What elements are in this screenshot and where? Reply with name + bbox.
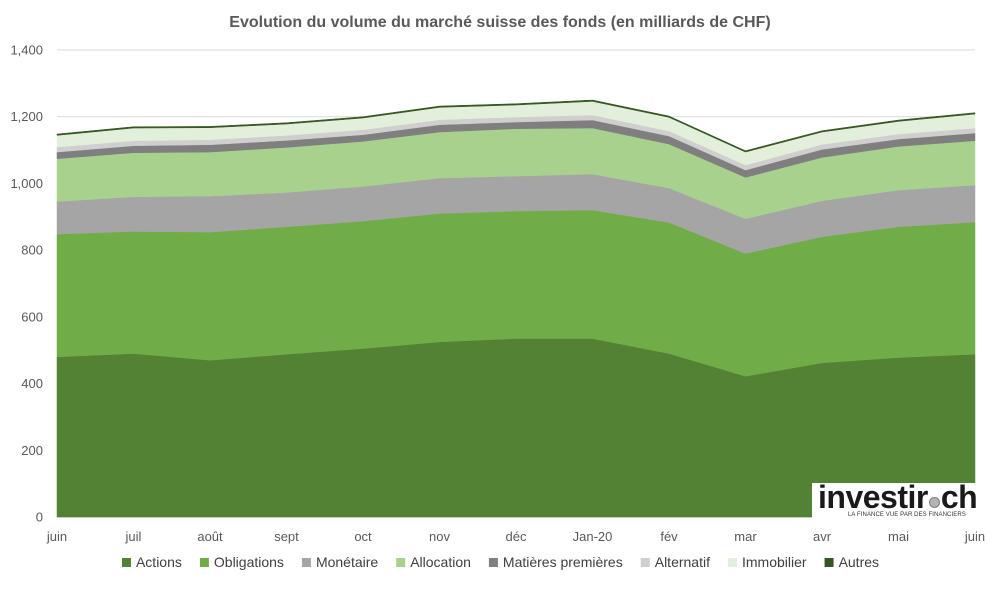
legend-item-4: Matières premières — [488, 554, 623, 570]
x-tick-label: juil — [125, 529, 142, 544]
logo-tagline: LA FINANCE VUE PAR DES FINANCIERS — [848, 512, 966, 518]
logo-text-before: investir — [818, 479, 928, 515]
legend-item-7: Autres — [824, 554, 879, 570]
legend-item-2: Monétaire — [301, 554, 378, 570]
legend-item-0: Actions — [121, 554, 182, 570]
y-tick-label: 600 — [21, 309, 43, 324]
x-tick-label: mar — [734, 529, 757, 544]
legend-label: Alternatif — [655, 554, 710, 570]
logo-sun-icon — [928, 497, 940, 508]
x-tick-label: août — [197, 529, 223, 544]
legend-label: Obligations — [214, 554, 284, 570]
legend-swatch — [121, 558, 131, 567]
area-series-7 — [56, 99, 976, 153]
y-tick-label: 200 — [21, 443, 43, 458]
x-tick-label: nov — [429, 529, 450, 544]
x-tick-label: mai — [888, 529, 909, 544]
legend-item-3: Allocation — [396, 554, 471, 570]
y-tick-label: 1,000 — [10, 176, 43, 191]
legend-swatch — [396, 558, 406, 567]
legend: Actions Obligations Monétaire Allocation Mat… — [121, 554, 879, 570]
y-tick-label: 1,200 — [10, 109, 43, 124]
legend-swatch — [824, 558, 834, 567]
y-tick-label: 1,400 — [10, 43, 43, 58]
y-axis-ticks: 0 200 400 600 800 1,000 1,200 1,400 — [10, 43, 43, 525]
y-tick-label: 400 — [21, 376, 43, 391]
legend-swatch — [640, 558, 650, 567]
legend-item-5: Alternatif — [640, 554, 710, 570]
legend-label: Actions — [136, 554, 182, 570]
stacked-areas — [56, 99, 976, 518]
x-tick-label: Jan-20 — [573, 529, 613, 544]
x-tick-label: juin — [964, 529, 985, 544]
x-tick-label: déc — [506, 529, 527, 544]
legend-label: Autres — [839, 554, 879, 570]
x-axis-ticks: juin juil août sept oct nov déc Jan-20 fév mar avr… — [46, 529, 985, 544]
legend-item-6: Immobilier — [727, 554, 807, 570]
investir-logo: investir ch LA FINANCE VUE PAR DES FINANC… — [812, 479, 978, 521]
legend-swatch — [199, 558, 209, 567]
x-tick-label: juin — [46, 529, 67, 544]
logo-wordmark: investir ch — [818, 479, 978, 515]
x-tick-label: fév — [660, 529, 678, 544]
legend-swatch — [727, 558, 737, 567]
legend-label: Monétaire — [316, 554, 378, 570]
legend-swatch — [488, 558, 498, 567]
chart-title: Evolution du volume du marché suisse des… — [229, 14, 770, 31]
legend-swatch — [301, 558, 311, 567]
legend-item-1: Obligations — [199, 554, 284, 570]
legend-label: Immobilier — [742, 554, 807, 570]
y-tick-label: 0 — [36, 510, 43, 525]
legend-label: Allocation — [410, 554, 471, 570]
y-tick-label: 800 — [21, 243, 43, 258]
legend-label: Matières premières — [503, 554, 623, 570]
logo-text-after: ch — [940, 479, 978, 515]
x-tick-label: sept — [274, 529, 299, 544]
x-tick-label: oct — [354, 529, 372, 544]
x-tick-label: avr — [813, 529, 832, 544]
